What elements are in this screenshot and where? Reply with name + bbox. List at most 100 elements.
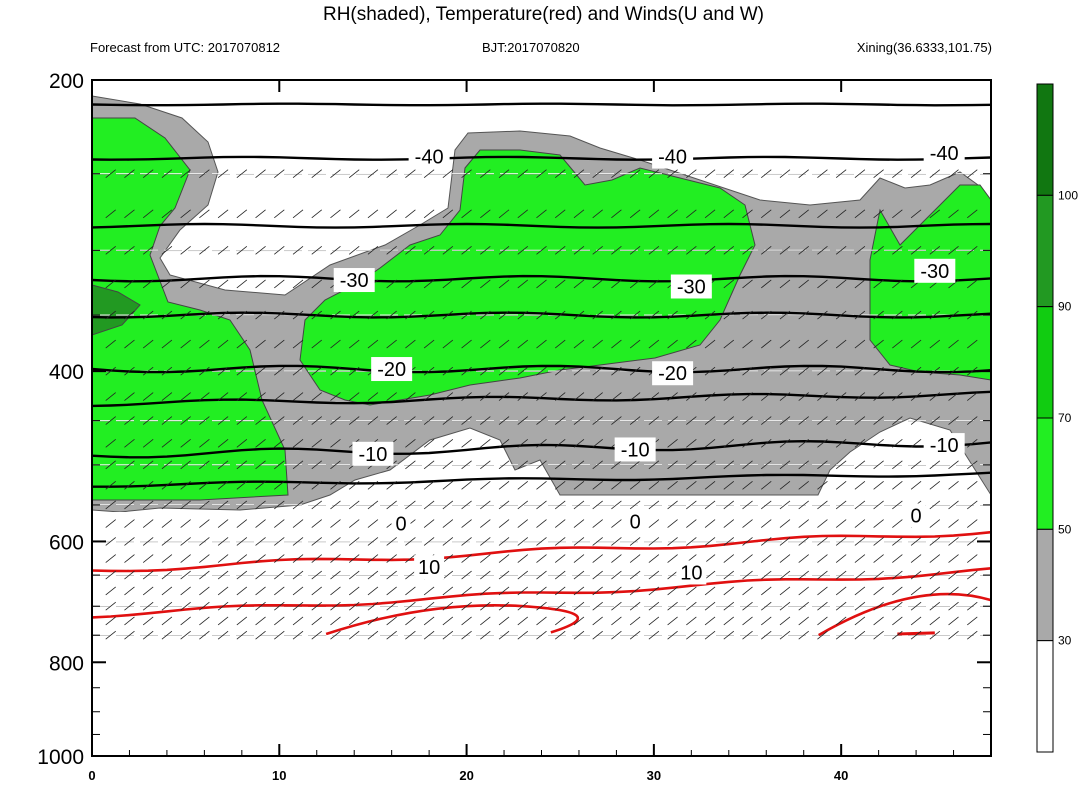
x-tick-label: 30 [647,768,661,783]
wind-barb [180,392,191,401]
wind-barb [536,570,547,580]
wind-barb [105,601,116,611]
wind-barb [779,519,791,528]
wind-barb [217,209,229,219]
wind-barb [629,460,641,470]
wind-barb [873,245,884,255]
wind-barb [311,339,322,349]
wind-barb [498,279,510,289]
wind-barb [779,601,791,611]
wind-barb [929,339,941,349]
wind-barb [292,616,304,626]
wind-barb [498,519,510,528]
wind-barb [330,392,341,401]
wind-barb [386,310,397,320]
wind-barb [480,460,491,470]
wind-barb [311,460,322,470]
wind-barb [142,570,154,580]
wind-barb [124,537,135,546]
contour-label: 0 [630,511,641,533]
wind-barb [330,500,341,510]
wind-barb [517,481,529,490]
wind-barb [817,310,828,320]
wind-barb [217,616,229,626]
wind-barb [386,481,397,490]
wind-barb [948,245,959,255]
wind-barb [461,460,472,470]
wind-barb [105,209,116,219]
wind-barb [648,537,660,546]
wind-barb [910,460,922,470]
y-tick-label: 400 [49,361,84,384]
wind-barb [405,439,416,448]
wind-barb [461,416,472,425]
wind-barb [405,586,416,596]
wind-barb [854,279,866,289]
wind-barb [611,279,622,289]
wind-barb [105,554,116,563]
wind-barb [180,310,191,320]
wind-barb [967,616,978,626]
contour-label-box [652,144,694,169]
wind-barb [554,439,566,448]
wind-barb [311,500,322,510]
wind-barb [423,310,435,320]
wind-barb [554,392,566,401]
contour-label-box [333,268,375,293]
wind-barb [236,554,248,563]
wind-barb [292,554,304,563]
wind-barb [817,537,828,546]
wind-barb [929,460,941,470]
wind-barb [835,392,847,401]
wind-barb [929,500,941,510]
wind-barb [405,554,416,563]
wind-barb [348,245,360,255]
wind-barb [835,169,847,179]
wind-barb [873,601,884,611]
wind-barb [348,416,360,425]
wind-barb [723,392,735,401]
wind-barb [367,245,379,255]
wind-barb [274,460,285,470]
wind-barb [236,460,248,470]
wind-barb [498,339,510,349]
wind-barb [892,339,903,349]
wind-barb [386,500,397,510]
wind-barb [423,519,435,528]
wind-barb [255,169,266,179]
wind-barb [161,339,173,349]
wind-barb [274,209,285,219]
wind-barb [161,537,173,546]
wind-barb [704,460,716,470]
wind-barb [536,209,547,219]
wind-barb [611,339,622,349]
contour-label-box [371,357,413,382]
wind-barb [779,416,791,425]
wind-barb [629,339,641,349]
wind-barb [348,570,360,580]
wind-barb [723,460,735,470]
wind-barb [629,169,641,179]
wind-barb [142,169,154,179]
wind-barb [536,519,547,528]
wind-barb [274,169,285,179]
wind-barb [798,537,809,546]
wind-barb [255,601,266,611]
wind-barb [461,169,472,179]
wind-barb [742,500,753,510]
wind-barb [611,500,622,510]
wind-barb [873,630,884,640]
wind-barb [592,460,603,470]
wind-barb [704,537,716,546]
wind-barb [105,500,116,510]
wind-barb [199,310,210,320]
wind-barb [180,630,191,640]
wind-barb [573,570,585,580]
wind-barb [948,481,959,490]
wind-barb [311,586,322,596]
wind-barb [929,245,941,255]
wind-barb [761,339,772,349]
wind-barb [592,570,603,580]
wind-barb [105,630,116,640]
wind-barb [180,481,191,490]
